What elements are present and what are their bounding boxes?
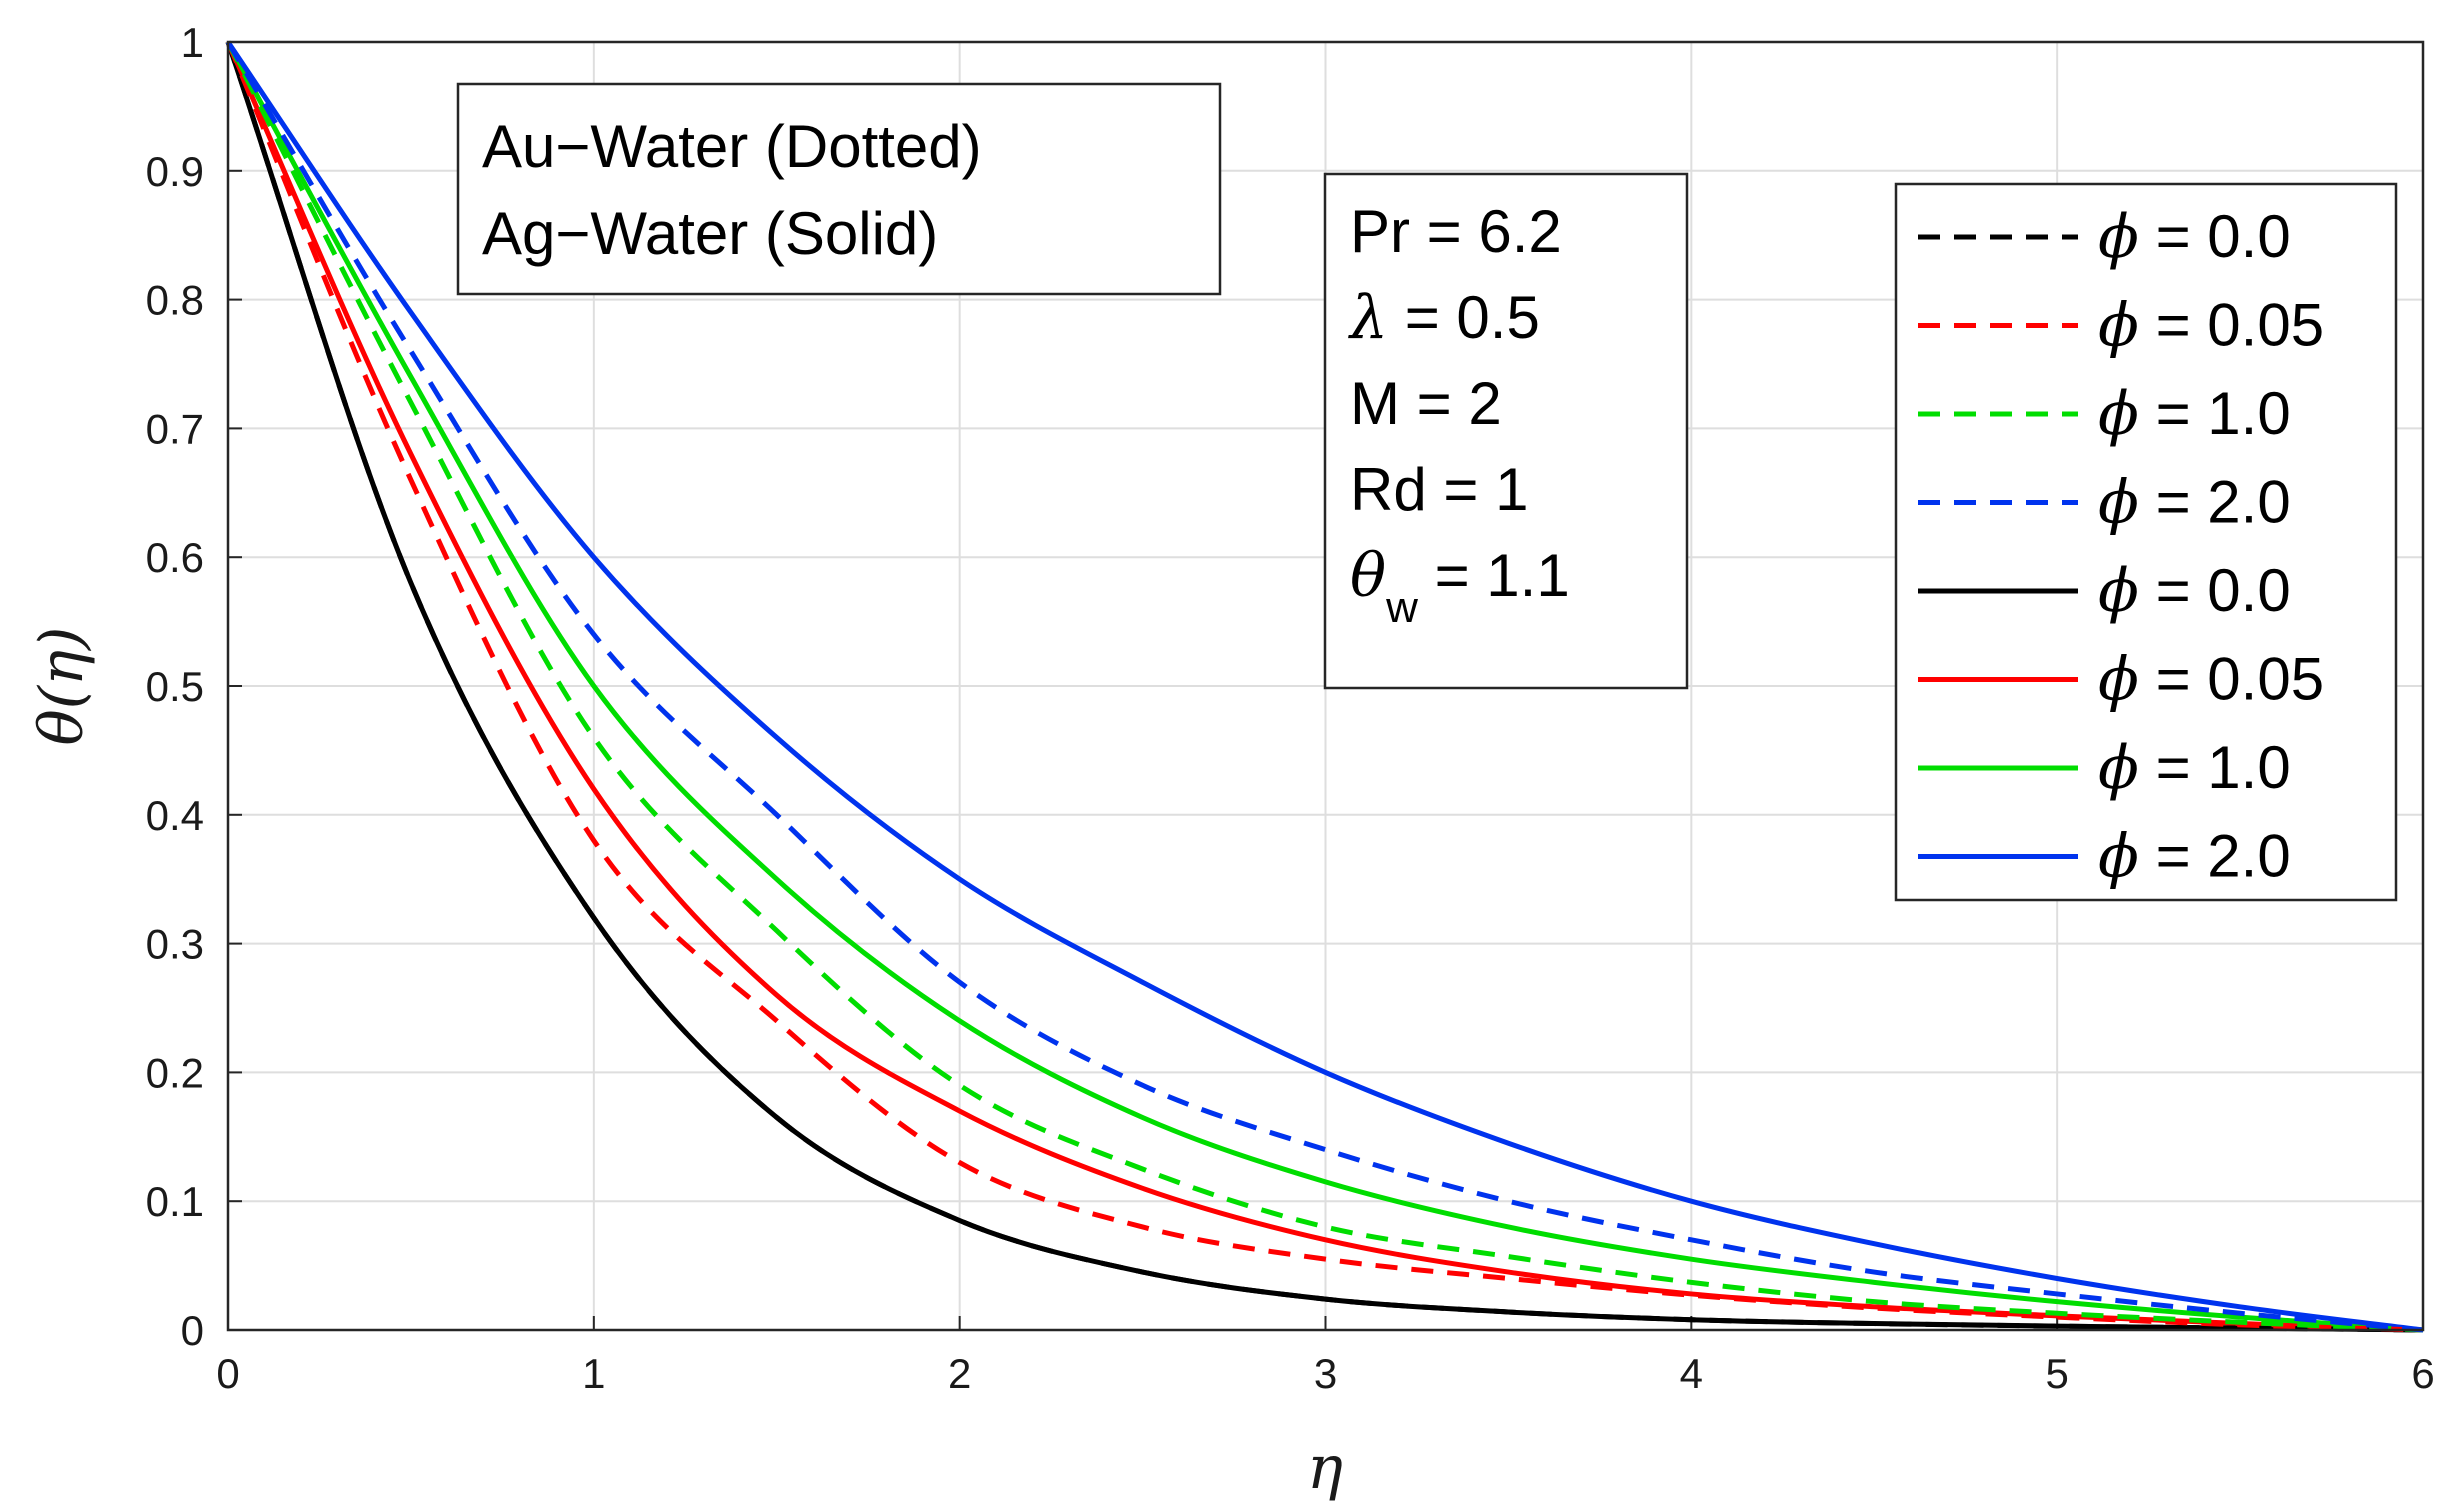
legend-item: ϕ = 2.0 xyxy=(1918,468,2291,538)
y-tick-label: 0.1 xyxy=(146,1178,204,1225)
fluid-annotation-box: Au−Water (Dotted) Ag−Water (Solid) xyxy=(456,82,1222,296)
parameter-line: Rd = 1 xyxy=(1350,456,1528,523)
legend-item: ϕ = 1.0 xyxy=(1918,733,2291,803)
fluid-annotation-line-1: Au−Water (Dotted) xyxy=(482,113,982,180)
x-axis-label: η xyxy=(1307,1433,1343,1503)
x-tick-label: 1 xyxy=(582,1350,605,1397)
series-line-dashed-3 xyxy=(225,40,2424,1333)
parameter-annotation-box: Pr = 6.2 λ = 0.5 M = 2 Rd = 1 θw = 1.1 xyxy=(1323,172,1689,690)
legend-item: ϕ = 0.05 xyxy=(1918,291,2324,361)
parameter-line: Pr = 6.2 xyxy=(1350,198,1562,265)
y-tick-label: 0.9 xyxy=(146,148,204,195)
parameter-line: θw = 1.1 xyxy=(1350,541,1570,632)
x-tick-label: 3 xyxy=(1314,1350,1337,1397)
legend-item: ϕ = 0.0 xyxy=(1918,556,2291,626)
legend-label: ϕ = 0.0 xyxy=(2098,556,2291,626)
x-tick-label: 2 xyxy=(948,1350,971,1397)
parameter-line: M = 2 xyxy=(1350,370,1502,437)
legend-label: ϕ = 0.05 xyxy=(2098,291,2324,361)
series-line-dashed-0 xyxy=(225,41,2424,1333)
legend-label: ϕ = 2.0 xyxy=(2098,822,2291,892)
legend-label: ϕ = 0.0 xyxy=(2098,202,2291,272)
x-tick-label: 6 xyxy=(2411,1350,2434,1397)
series-line-solid-6 xyxy=(225,40,2424,1333)
series-line-dashed-2 xyxy=(225,40,2424,1333)
parameter-annotation-frame xyxy=(1323,172,1689,690)
legend-item: ϕ = 2.0 xyxy=(1918,822,2291,892)
y-tick-labels: 0 0.1 0.2 0.3 0.4 0.5 0.6 0.7 0.8 0.9 1 xyxy=(146,19,204,1354)
series-line-dashed-1 xyxy=(225,41,2424,1333)
x-tick-label: 4 xyxy=(1680,1350,1703,1397)
x-tick-labels: 0 1 2 3 4 5 6 xyxy=(216,1350,2434,1397)
legend-label: ϕ = 0.05 xyxy=(2098,645,2324,715)
y-tick-label: 1 xyxy=(181,19,204,66)
legend-item: ϕ = 0.05 xyxy=(1918,645,2324,715)
fluid-annotation-line-2: Ag−Water (Solid) xyxy=(482,200,938,267)
series-layer xyxy=(225,40,2424,1333)
x-tick-label: 0 xyxy=(216,1350,239,1397)
y-tick-label: 0.7 xyxy=(146,405,204,452)
legend: ϕ = 0.0 ϕ = 0.05 ϕ = 1.0 ϕ = 2.0 ϕ = 0.0 ϕ = … xyxy=(1894,182,2398,902)
y-tick-label: 0.4 xyxy=(146,792,204,839)
legend-label: ϕ = 1.0 xyxy=(2098,733,2291,803)
y-tick-label: 0.5 xyxy=(146,663,204,710)
y-tick-label: 0.2 xyxy=(146,1049,204,1096)
parameter-list: Pr = 6.2 λ = 0.5 M = 2 Rd = 1 θw = 1.1 xyxy=(1348,198,1570,632)
legend-item: ϕ = 0.0 xyxy=(1918,202,2291,272)
series-line-solid-7 xyxy=(225,40,2424,1333)
y-axis-label: θ(η) xyxy=(27,627,97,746)
y-tick-label: 0.8 xyxy=(146,277,204,324)
legend-item: ϕ = 1.0 xyxy=(1918,379,2291,449)
y-tick-label: 0.6 xyxy=(146,534,204,581)
legend-label: ϕ = 1.0 xyxy=(2098,379,2291,449)
legend-label: ϕ = 2.0 xyxy=(2098,468,2291,538)
y-tick-label: 0.3 xyxy=(146,921,204,968)
legend-frame xyxy=(1894,182,2398,902)
fluid-annotation-frame xyxy=(456,82,1222,296)
x-tick-label: 5 xyxy=(2045,1350,2068,1397)
plot-frame xyxy=(226,40,2425,1332)
legend-items: ϕ = 0.0 ϕ = 0.05 ϕ = 1.0 ϕ = 2.0 ϕ = 0.0 ϕ = … xyxy=(1918,202,2324,892)
parameter-line: λ = 0.5 xyxy=(1348,283,1540,353)
y-tick-label: 0 xyxy=(181,1307,204,1354)
